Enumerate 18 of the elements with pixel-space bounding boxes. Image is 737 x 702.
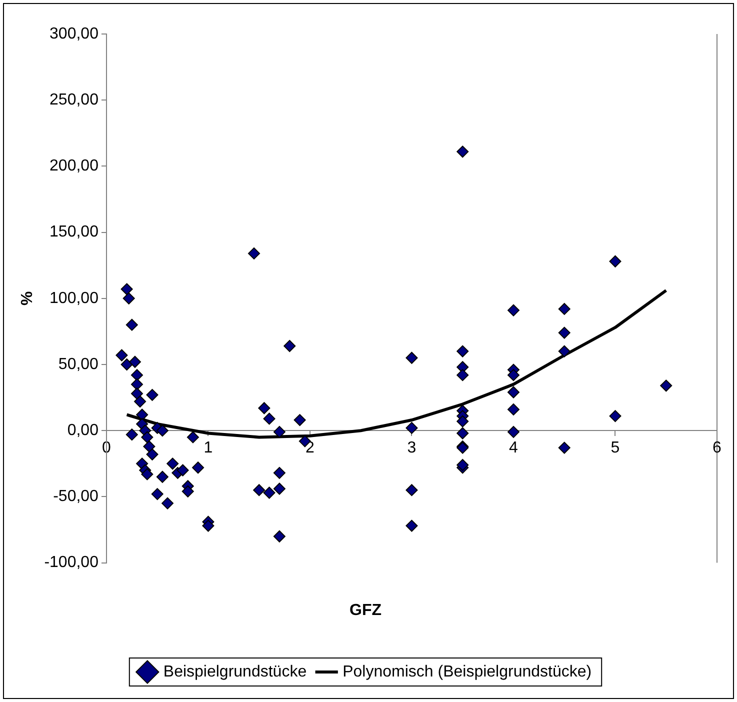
x-axis-title: GFZ xyxy=(350,602,382,620)
y-tick-label: 300,00 xyxy=(50,25,99,42)
y-tick-label: 0,00 xyxy=(67,422,99,440)
y-tick-label: -100,00 xyxy=(44,554,99,572)
y-tick-label: 100,00 xyxy=(50,290,99,307)
y-tick-label: 150,00 xyxy=(50,224,99,241)
x-tick-label: 6 xyxy=(712,440,722,457)
y-tick-label: 250,00 xyxy=(50,92,99,109)
x-tick-label: 1 xyxy=(204,440,213,457)
x-tick-label: 5 xyxy=(610,440,620,457)
legend-label: Polynomisch (Beispielgrundstücke) xyxy=(342,663,592,680)
x-tick-label: 3 xyxy=(407,440,416,457)
y-axis-title: % xyxy=(19,291,36,306)
y-tick-label: 200,00 xyxy=(50,158,99,175)
x-tick-label: 4 xyxy=(509,440,518,457)
y-tick-label: -50,00 xyxy=(53,488,99,506)
legend-label: Beispielgrundstücke xyxy=(163,663,307,680)
y-tick-label: 50,00 xyxy=(58,356,99,373)
